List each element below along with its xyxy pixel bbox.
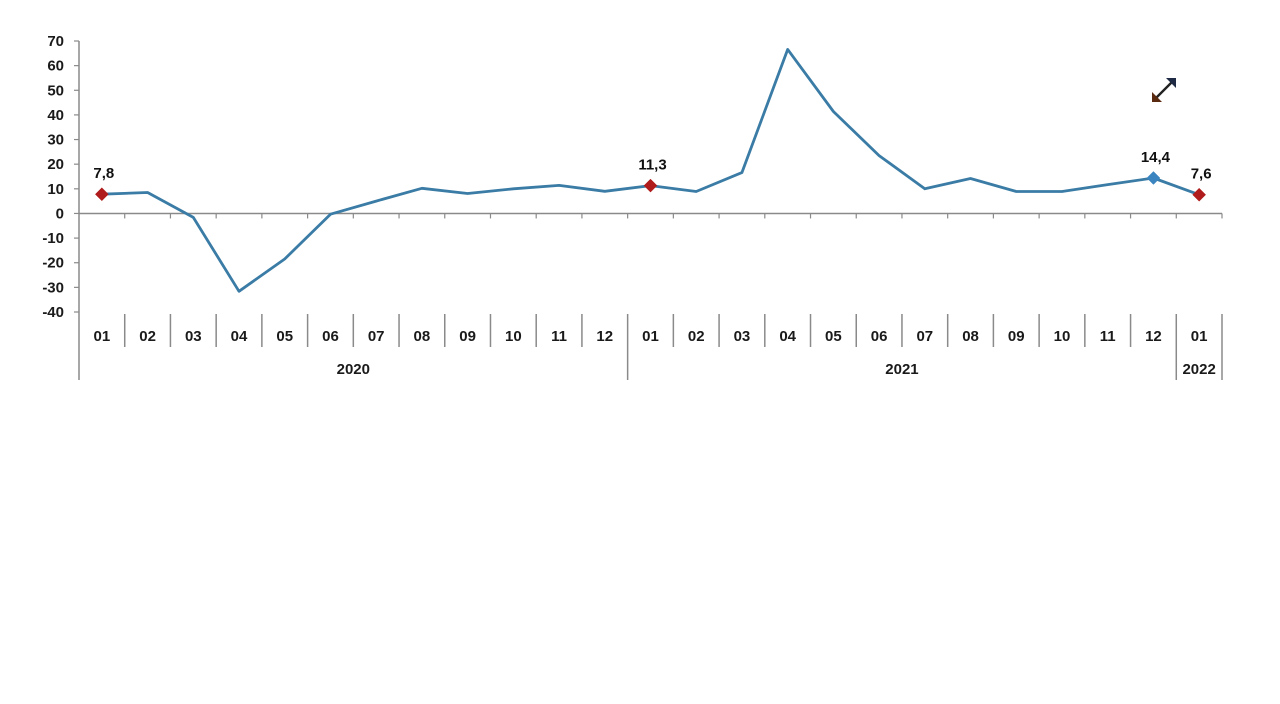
data-point-marker: [1192, 187, 1206, 202]
x-tick-label: 04: [231, 328, 248, 345]
y-tick-label: 40: [47, 107, 64, 124]
x-tick-label: 04: [779, 328, 796, 345]
y-tick-label: -20: [42, 255, 64, 272]
x-tick-label: 07: [916, 328, 933, 345]
data-point-marker: [95, 187, 109, 202]
y-tick-label: 0: [56, 205, 64, 222]
x-tick-label: 08: [962, 328, 979, 345]
y-tick-label: 20: [47, 156, 64, 173]
x-tick-label: 10: [1054, 328, 1071, 345]
x-tick-label: 06: [322, 328, 339, 345]
x-tick-label: 07: [368, 328, 385, 345]
y-tick-label: -30: [42, 279, 64, 296]
x-tick-label: 05: [825, 328, 842, 345]
x-tick-label: 12: [596, 328, 613, 345]
data-labels: 7,8 11,3 14,4 7,6: [93, 149, 1212, 202]
data-point-marker: [1146, 171, 1161, 185]
x-tick-label: 01: [94, 328, 111, 345]
y-tick-label: 10: [47, 181, 64, 198]
x-tick-label: 02: [139, 328, 156, 345]
diagonal-resize-cursor-icon: [1152, 78, 1176, 102]
y-tick-label: 30: [47, 132, 64, 149]
x-tick-label: 05: [276, 328, 293, 345]
y-tick-label: -40: [42, 304, 64, 321]
x-tick-label: 10: [505, 328, 522, 345]
y-tick-label: 70: [47, 33, 64, 50]
x-tick-label: 01: [642, 328, 659, 345]
y-axis: 70 60 50 40 30 20 10 0 -10 -20 -30 -40: [42, 33, 80, 380]
x-tick-label: 03: [734, 328, 751, 345]
x-tick-label: 12: [1145, 328, 1162, 345]
year-label: 2022: [1182, 361, 1215, 378]
x-tick-label: 06: [871, 328, 888, 345]
x-axis: 01 02 03 04 05 06 07 08 09 10 11 12 01 02 03 04 05 06 07 08…: [79, 212, 1223, 380]
x-tick-label: 01: [1191, 328, 1208, 345]
y-tick-label: -10: [42, 230, 64, 247]
year-label: 2020: [337, 361, 370, 378]
x-tick-label: 03: [185, 328, 202, 345]
data-point-label: 7,8: [93, 165, 114, 182]
data-point-label: 14,4: [1141, 149, 1171, 166]
y-tick-label: 60: [47, 58, 64, 75]
x-tick-label: 02: [688, 328, 705, 345]
y-tick-label: 50: [47, 82, 64, 99]
year-label: 2021: [885, 361, 918, 378]
data-point-marker: [643, 178, 658, 193]
x-tick-label: 08: [414, 328, 431, 345]
x-tick-label: 11: [551, 328, 567, 345]
x-tick-label: 09: [1008, 328, 1025, 345]
x-tick-label: 09: [459, 328, 476, 345]
data-point-label: 7,6: [1191, 166, 1212, 183]
x-tick-label: 11: [1100, 328, 1116, 345]
data-point-label: 11,3: [638, 157, 666, 174]
